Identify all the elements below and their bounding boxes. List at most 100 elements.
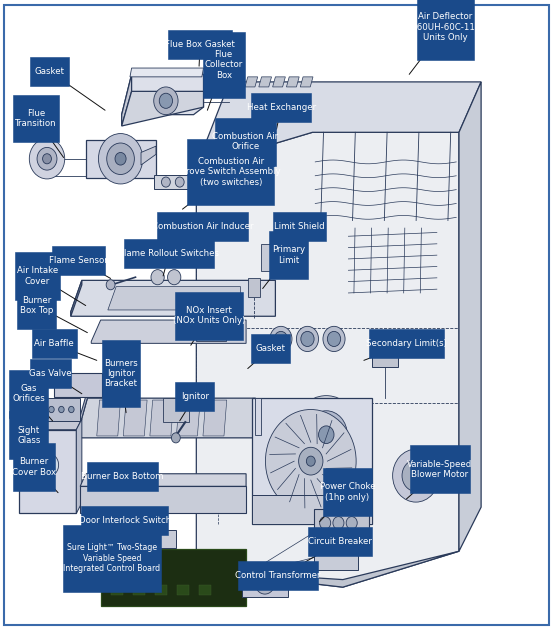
Polygon shape (76, 391, 87, 438)
FancyBboxPatch shape (215, 118, 275, 166)
Text: Flame Sensor: Flame Sensor (49, 256, 108, 265)
Text: NOx Insert
(NOx Units Only): NOx Insert (NOx Units Only) (173, 306, 246, 325)
Circle shape (39, 454, 59, 476)
Circle shape (274, 331, 288, 346)
Text: Gas
Orifices: Gas Orifices (12, 384, 45, 403)
FancyBboxPatch shape (417, 0, 473, 60)
Polygon shape (76, 398, 255, 438)
FancyBboxPatch shape (157, 212, 248, 241)
Text: Circuit Breaker: Circuit Breaker (308, 537, 372, 546)
Circle shape (107, 143, 134, 175)
Circle shape (346, 517, 357, 529)
Polygon shape (124, 530, 176, 548)
Polygon shape (196, 82, 481, 167)
Polygon shape (97, 400, 121, 436)
Polygon shape (163, 398, 189, 422)
Circle shape (37, 147, 57, 170)
FancyBboxPatch shape (323, 468, 372, 516)
FancyBboxPatch shape (308, 527, 372, 556)
Text: Combustion Air
Orifice: Combustion Air Orifice (212, 132, 278, 151)
Polygon shape (199, 585, 211, 595)
Text: Flue
Transition: Flue Transition (15, 109, 57, 128)
Circle shape (39, 406, 44, 413)
Polygon shape (150, 400, 174, 436)
Circle shape (299, 447, 323, 475)
Polygon shape (300, 77, 313, 87)
Circle shape (255, 571, 275, 594)
Circle shape (323, 326, 345, 352)
Polygon shape (196, 551, 459, 587)
Circle shape (43, 459, 54, 471)
Polygon shape (248, 278, 260, 297)
Polygon shape (130, 68, 204, 77)
Circle shape (171, 433, 180, 443)
Circle shape (296, 326, 319, 352)
Text: Flue Box Gasket: Flue Box Gasket (165, 40, 235, 49)
Circle shape (29, 139, 65, 179)
Polygon shape (196, 132, 459, 587)
Text: Air Baffle: Air Baffle (34, 340, 74, 348)
Text: Air Intake
Cover: Air Intake Cover (17, 266, 58, 285)
Circle shape (411, 471, 420, 481)
FancyBboxPatch shape (238, 561, 317, 590)
Polygon shape (19, 419, 82, 430)
FancyBboxPatch shape (13, 94, 59, 142)
Text: Sure Light™ Two-Stage
Variable Speed
Integrated Control Board: Sure Light™ Two-Stage Variable Speed Int… (64, 543, 160, 573)
FancyBboxPatch shape (9, 370, 48, 418)
FancyBboxPatch shape (30, 359, 71, 388)
Circle shape (168, 270, 181, 285)
Polygon shape (252, 398, 372, 524)
Polygon shape (242, 568, 288, 597)
FancyBboxPatch shape (203, 32, 244, 98)
Polygon shape (177, 585, 189, 595)
Text: Power Choke
(1hp only): Power Choke (1hp only) (320, 483, 375, 501)
Text: Gasket: Gasket (34, 67, 64, 76)
Polygon shape (91, 320, 246, 343)
Circle shape (59, 406, 64, 413)
FancyBboxPatch shape (251, 93, 311, 122)
Circle shape (69, 406, 74, 413)
Polygon shape (133, 585, 145, 595)
Polygon shape (314, 543, 358, 570)
Circle shape (161, 177, 170, 187)
Polygon shape (80, 486, 246, 513)
Circle shape (151, 270, 164, 285)
FancyBboxPatch shape (168, 30, 232, 59)
FancyBboxPatch shape (102, 340, 140, 407)
Text: Combustion Air Inducer: Combustion Air Inducer (152, 222, 253, 231)
Polygon shape (86, 140, 156, 178)
Circle shape (306, 456, 315, 466)
FancyBboxPatch shape (410, 445, 470, 493)
Text: Control Transformer: Control Transformer (235, 571, 321, 580)
Polygon shape (76, 419, 82, 513)
Text: Heat Exchanger: Heat Exchanger (247, 103, 316, 112)
Circle shape (159, 93, 173, 108)
Circle shape (292, 396, 361, 474)
Text: Burner
Box Top: Burner Box Top (20, 296, 53, 315)
Text: Gasket: Gasket (255, 344, 285, 353)
Text: Flue
Collector
Box: Flue Collector Box (205, 50, 243, 80)
Text: Gas Valve: Gas Valve (29, 369, 72, 378)
Text: Limit Shield: Limit Shield (274, 222, 325, 231)
Polygon shape (261, 244, 276, 271)
Text: Burner
Cover Box: Burner Cover Box (12, 457, 56, 476)
Polygon shape (54, 373, 102, 397)
FancyBboxPatch shape (9, 411, 48, 459)
Circle shape (305, 411, 347, 459)
Circle shape (319, 426, 334, 444)
Polygon shape (80, 474, 246, 486)
Circle shape (402, 460, 430, 491)
Polygon shape (372, 350, 398, 367)
Text: Sight
Glass: Sight Glass (17, 426, 40, 445)
Circle shape (49, 406, 54, 413)
Polygon shape (176, 400, 200, 436)
FancyBboxPatch shape (63, 525, 161, 592)
FancyBboxPatch shape (32, 329, 77, 358)
Polygon shape (154, 175, 198, 189)
FancyBboxPatch shape (87, 462, 159, 491)
Polygon shape (286, 77, 299, 87)
FancyBboxPatch shape (81, 506, 168, 535)
Circle shape (333, 517, 344, 529)
Polygon shape (155, 585, 167, 595)
Polygon shape (245, 77, 258, 87)
